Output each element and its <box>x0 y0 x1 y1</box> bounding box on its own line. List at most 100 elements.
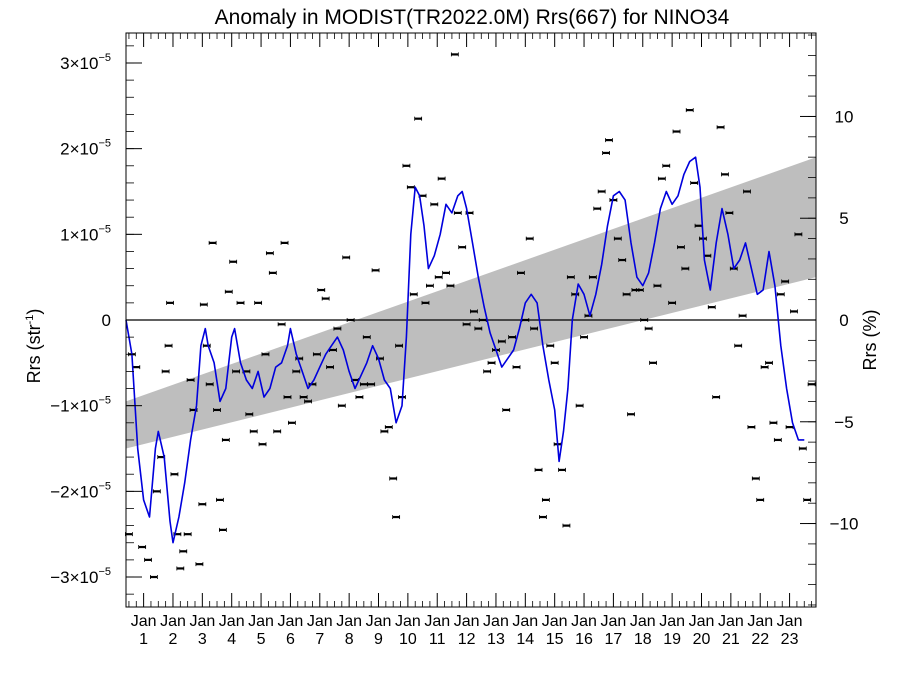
monthly-point <box>640 318 649 322</box>
x-tick-year: 5 <box>257 631 266 648</box>
monthly-point <box>409 292 418 297</box>
x-tick-year: 21 <box>722 631 740 648</box>
right-tick-label: 0 <box>839 311 848 330</box>
monthly-point <box>161 369 170 374</box>
x-tick-year: 12 <box>458 631 476 648</box>
monthly-point <box>149 575 158 580</box>
left-tick-label: 2×10−5 <box>60 138 111 159</box>
monthly-point <box>541 497 550 502</box>
left-tick-label: 0 <box>102 311 111 330</box>
x-tick-month: Jan <box>189 613 215 630</box>
monthly-point <box>653 283 662 288</box>
left-tick-mantissa: 1×10 <box>60 225 98 244</box>
monthly-point <box>584 313 593 318</box>
x-tick-month: Jan <box>395 613 421 630</box>
monthly-point <box>613 236 622 241</box>
monthly-point <box>483 369 492 374</box>
monthly-point <box>571 292 580 297</box>
left-tick-mantissa: −1×10 <box>50 397 98 416</box>
x-tick-year: 23 <box>781 631 799 648</box>
monthly-point <box>152 489 161 494</box>
monthly-point <box>195 562 204 567</box>
monthly-point <box>179 549 188 554</box>
x-tick-year: 3 <box>198 631 207 648</box>
x-tick-month: Jan <box>659 613 685 630</box>
right-tick-label: 10 <box>835 107 854 126</box>
left-tick-label: 1×10−5 <box>60 223 111 244</box>
monthly-point <box>326 365 334 370</box>
x-tick-month: Jan <box>689 613 715 630</box>
left-tick-mantissa: 2×10 <box>60 140 98 159</box>
monthly-point <box>785 425 794 430</box>
monthly-point <box>497 339 506 344</box>
left-axis: 3×10−52×10−51×10−50−1×10−5−2×10−5−3×10−5 <box>50 45 142 595</box>
monthly-point <box>389 476 398 481</box>
left-tick-exponent: −5 <box>98 223 111 235</box>
monthly-point <box>566 275 575 280</box>
monthly-point <box>304 399 312 404</box>
monthly-point <box>756 497 765 502</box>
monthly-point <box>657 176 666 181</box>
x-tick-month: Jan <box>777 613 803 630</box>
monthly-point <box>807 382 816 387</box>
monthly-point <box>803 497 812 502</box>
x-tick-month: Jan <box>483 613 509 630</box>
monthly-point <box>362 335 371 340</box>
monthly-point <box>406 185 415 190</box>
monthly-point <box>287 420 296 425</box>
monthly-point <box>470 309 478 314</box>
monthly-point <box>539 515 547 520</box>
monthly-point <box>224 289 233 294</box>
monthly-point <box>769 420 778 425</box>
monthly-point <box>258 442 267 447</box>
monthly-point <box>312 352 321 357</box>
x-tick-month: Jan <box>248 613 274 630</box>
monthly-point <box>712 395 721 400</box>
left-tick-exponent: −5 <box>98 395 111 407</box>
monthly-point <box>550 360 559 365</box>
monthly-point <box>273 429 282 434</box>
monthly-point <box>299 395 308 400</box>
monthly-point <box>734 343 743 348</box>
monthly-point <box>125 532 133 537</box>
x-tick-year: 17 <box>605 631 623 648</box>
monthly-point <box>132 365 141 370</box>
monthly-point <box>355 395 364 400</box>
monthly-point <box>668 300 677 305</box>
monthly-point <box>776 292 785 297</box>
monthly-point <box>138 545 147 550</box>
monthly-point <box>790 309 798 314</box>
monthly-point <box>605 138 613 143</box>
x-tick-month: Jan <box>131 613 157 630</box>
left-tick-mantissa: 0 <box>102 311 111 330</box>
monthly-point <box>392 515 401 520</box>
right-tick-label: −10 <box>830 515 859 534</box>
monthly-point <box>216 497 224 502</box>
x-tick-month: Jan <box>542 613 568 630</box>
monthly-point <box>442 270 450 275</box>
monthly-point <box>760 365 769 370</box>
monthly-point <box>747 425 756 430</box>
monthly-point <box>202 343 211 348</box>
monthly-point <box>446 283 455 288</box>
monthly-point <box>672 129 681 134</box>
monthly-point <box>199 302 208 307</box>
x-tick-year: 4 <box>227 631 236 648</box>
monthly-point <box>268 270 277 275</box>
monthly-point <box>546 343 555 348</box>
monthly-point <box>593 206 602 211</box>
chart-title: Anomaly in MODIST(TR2022.0M) Rrs(667) fo… <box>215 6 730 29</box>
smoothed-line-layer <box>125 156 805 544</box>
x-tick-year: 7 <box>315 631 324 648</box>
monthly-point <box>232 369 241 374</box>
monthly-point <box>558 467 566 472</box>
monthly-point <box>597 189 606 194</box>
monthly-point <box>218 527 227 532</box>
monthly-point <box>221 437 230 442</box>
monthly-point <box>725 210 734 215</box>
monthly-point <box>176 566 185 571</box>
monthly-point <box>773 437 782 442</box>
x-tick-year: 13 <box>487 631 505 648</box>
monthly-point <box>144 557 152 562</box>
monthly-point <box>166 300 174 305</box>
